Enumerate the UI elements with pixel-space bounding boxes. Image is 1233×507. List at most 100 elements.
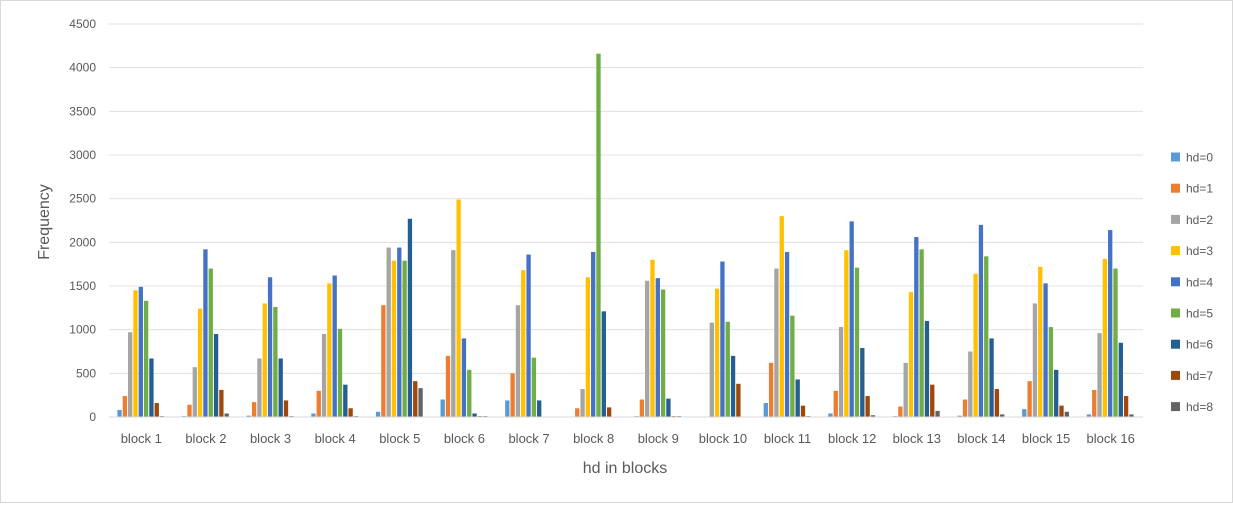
legend-swatch bbox=[1171, 371, 1180, 380]
bar-hd=6-block-6 bbox=[472, 414, 476, 417]
bar-hd=6-block-14 bbox=[989, 338, 993, 417]
bar-hd=1-block-5 bbox=[381, 305, 385, 417]
bar-hd=1-block-11 bbox=[769, 363, 773, 417]
bar-hd=7-block-12 bbox=[865, 396, 869, 417]
bar-hd=2-block-7 bbox=[516, 305, 520, 417]
x-tick-label: block 13 bbox=[893, 431, 941, 446]
bar-hd=4-block-2 bbox=[203, 249, 207, 417]
x-tick-label: block 5 bbox=[379, 431, 420, 446]
y-tick-label: 1500 bbox=[69, 279, 96, 293]
bar-hd=7-block-10 bbox=[736, 384, 740, 417]
bar-hd=3-block-1 bbox=[133, 290, 137, 417]
legend-swatch bbox=[1171, 309, 1180, 318]
bar-hd=2-block-8 bbox=[580, 389, 584, 417]
bar-hd=2-block-4 bbox=[322, 334, 326, 417]
bar-hd=5-block-6 bbox=[467, 370, 471, 417]
bar-hd=7-block-13 bbox=[930, 385, 934, 417]
y-axis-title: Frequency bbox=[36, 184, 53, 260]
bar-hd=1-block-16 bbox=[1092, 390, 1096, 417]
bar-hd=3-block-2 bbox=[198, 309, 202, 417]
bar-hd=1-block-8 bbox=[575, 408, 579, 417]
bar-hd=2-block-1 bbox=[128, 332, 132, 417]
bar-hd=6-block-12 bbox=[860, 348, 864, 417]
bar-hd=2-block-10 bbox=[710, 323, 714, 417]
x-tick-label: block 14 bbox=[957, 431, 1005, 446]
bar-hd=6-block-5 bbox=[408, 219, 412, 417]
bar-hd=8-block-13 bbox=[935, 411, 939, 417]
bar-hd=2-block-11 bbox=[774, 269, 778, 417]
legend-label: hd=1 bbox=[1186, 182, 1213, 196]
x-tick-label: block 1 bbox=[121, 431, 162, 446]
bar-hd=4-block-5 bbox=[397, 248, 401, 417]
bar-hd=5-block-3 bbox=[273, 307, 277, 417]
bar-hd=7-block-5 bbox=[413, 381, 417, 417]
bar-hd=4-block-8 bbox=[591, 252, 595, 417]
y-tick-label: 3500 bbox=[69, 104, 96, 118]
bar-hd=2-block-15 bbox=[1033, 303, 1037, 417]
bar-hd=8-block-15 bbox=[1065, 412, 1069, 417]
bar-hd=4-block-15 bbox=[1043, 283, 1047, 417]
bar-hd=2-block-16 bbox=[1097, 333, 1101, 417]
bar-hd=5-block-12 bbox=[855, 268, 859, 417]
bar-hd=7-block-2 bbox=[219, 390, 223, 417]
bar-hd=7-block-3 bbox=[284, 400, 288, 417]
bar-hd=8-block-2 bbox=[225, 414, 229, 417]
bar-hd=1-block-3 bbox=[252, 402, 256, 417]
bar-hd=2-block-6 bbox=[451, 250, 455, 417]
x-tick-label: block 2 bbox=[185, 431, 226, 446]
legend-label: hd=0 bbox=[1186, 151, 1213, 165]
y-tick-label: 0 bbox=[89, 410, 96, 424]
bar-hd=1-block-4 bbox=[317, 391, 321, 417]
bar-hd=5-block-16 bbox=[1113, 269, 1117, 417]
bar-hd=5-block-9 bbox=[661, 289, 665, 417]
bar-hd=0-block-7 bbox=[505, 400, 509, 417]
legend-swatch bbox=[1171, 184, 1180, 193]
bar-hd=0-block-6 bbox=[441, 400, 445, 417]
legend-label: hd=3 bbox=[1186, 244, 1213, 258]
legend-swatch bbox=[1171, 215, 1180, 224]
bar-hd=5-block-2 bbox=[209, 269, 213, 417]
bar-hd=7-block-15 bbox=[1059, 406, 1063, 417]
bar-hd=5-block-14 bbox=[984, 256, 988, 417]
bar-hd=4-block-13 bbox=[914, 237, 918, 417]
bar-hd=3-block-5 bbox=[392, 261, 396, 417]
x-axis-title: hd in blocks bbox=[583, 460, 668, 477]
bar-hd=4-block-1 bbox=[139, 287, 143, 417]
bar-hd=0-block-12 bbox=[828, 414, 832, 417]
bar-hd=3-block-6 bbox=[456, 200, 460, 417]
bar-hd=3-block-4 bbox=[327, 283, 331, 417]
bar-hd=2-block-14 bbox=[968, 352, 972, 418]
bar-hd=4-block-10 bbox=[720, 262, 724, 417]
bar-hd=3-block-16 bbox=[1103, 259, 1107, 417]
bar-hd=0-block-1 bbox=[117, 410, 121, 417]
legend-label: hd=2 bbox=[1186, 213, 1213, 227]
legend-swatch bbox=[1171, 153, 1180, 162]
x-tick-label: block 16 bbox=[1086, 431, 1134, 446]
y-tick-label: 4500 bbox=[69, 17, 96, 31]
bar-hd=2-block-2 bbox=[193, 367, 197, 417]
bar-hd=6-block-9 bbox=[666, 399, 670, 417]
x-tick-label: block 15 bbox=[1022, 431, 1070, 446]
bar-hd=7-block-4 bbox=[348, 408, 352, 417]
bar-hd=5-block-11 bbox=[790, 316, 794, 417]
bar-hd=2-block-5 bbox=[387, 248, 391, 417]
legend-label: hd=8 bbox=[1186, 400, 1213, 414]
x-tick-label: block 10 bbox=[699, 431, 747, 446]
bar-hd=6-block-16 bbox=[1119, 343, 1123, 417]
bar-hd=3-block-9 bbox=[650, 260, 654, 417]
bar-hd=7-block-1 bbox=[155, 403, 159, 417]
bar-hd=3-block-15 bbox=[1038, 267, 1042, 417]
bar-hd=1-block-13 bbox=[898, 407, 902, 417]
bar-hd=0-block-11 bbox=[764, 403, 768, 417]
bar-hd=5-block-5 bbox=[402, 261, 406, 417]
bar-hd=7-block-16 bbox=[1124, 396, 1128, 417]
y-tick-label: 4000 bbox=[69, 61, 96, 75]
bar-hd=3-block-13 bbox=[909, 292, 913, 417]
bar-hd=6-block-1 bbox=[149, 358, 153, 417]
bar-hd=0-block-5 bbox=[376, 412, 380, 417]
legend-swatch bbox=[1171, 277, 1180, 286]
bars bbox=[117, 54, 1133, 417]
bar-hd=4-block-3 bbox=[268, 277, 272, 417]
